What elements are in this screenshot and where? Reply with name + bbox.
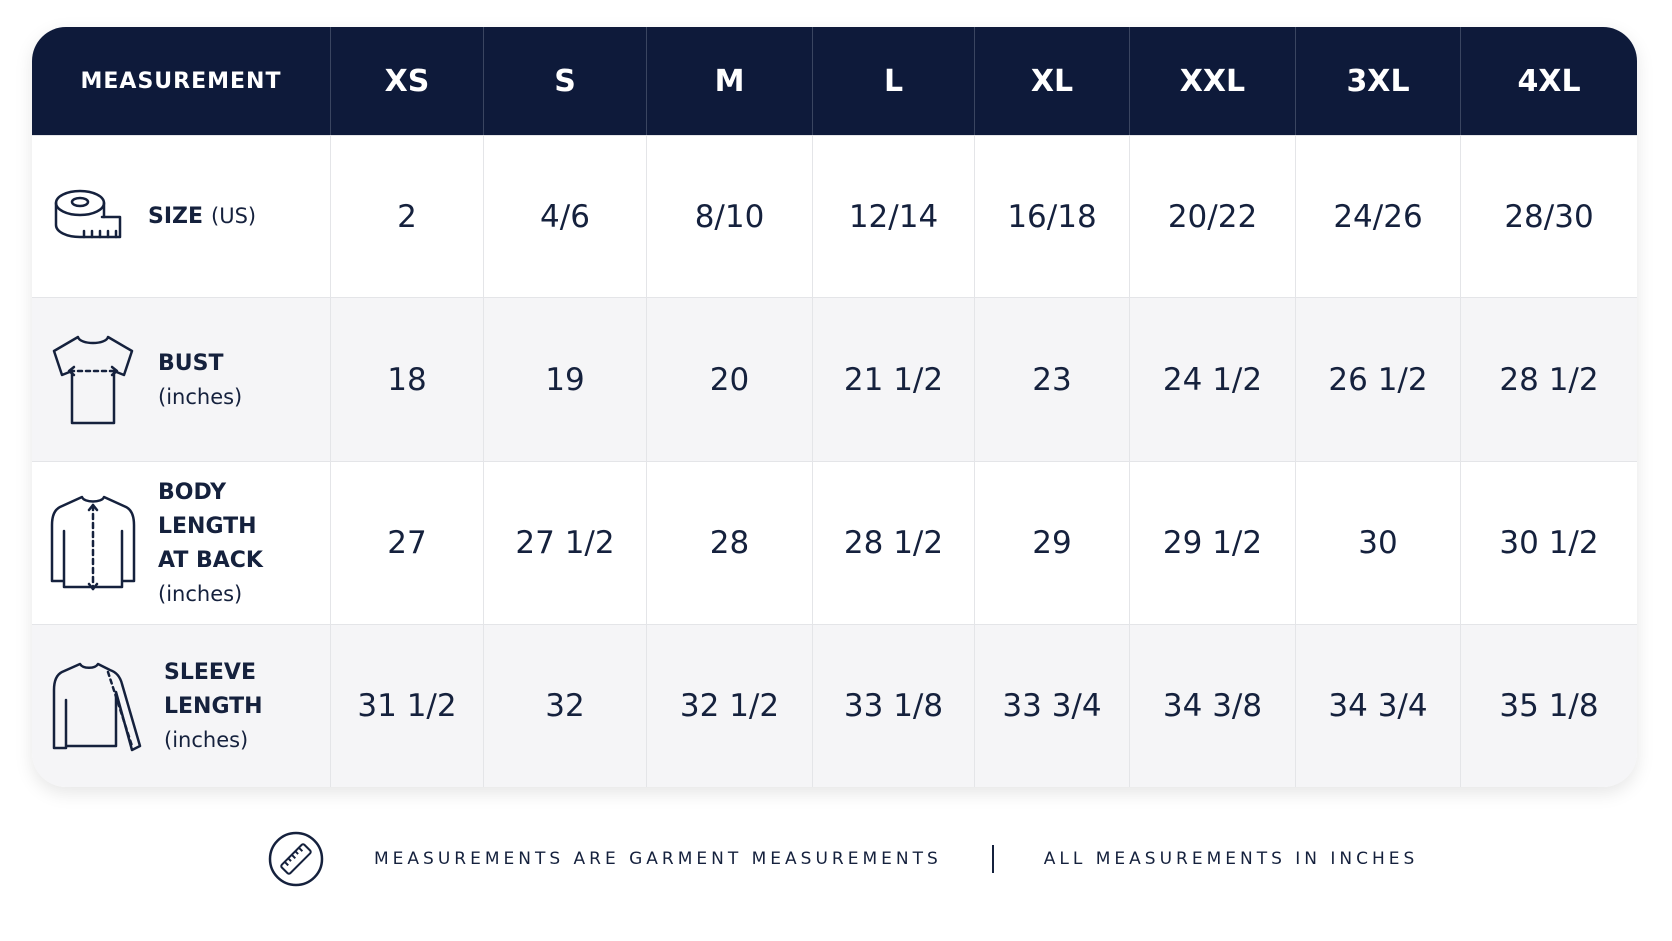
footer-note: MEASUREMENTS ARE GARMENT MEASUREMENTS (374, 849, 942, 869)
value-cell: 8/10 (646, 135, 812, 297)
value-cell: 33 3/4 (974, 624, 1129, 787)
value-cell: 24/26 (1295, 135, 1460, 297)
row-label: SLEEVE LENGTH (inches) (32, 624, 330, 787)
column-header: 3XL (1295, 27, 1460, 135)
value-cell: 27 (330, 461, 483, 624)
garment-icon (52, 335, 134, 424)
value-cell: 24 1/2 (1129, 297, 1295, 461)
value-cell: 23 (974, 297, 1129, 461)
row-label: SIZE (US) (32, 135, 330, 297)
label-unit: (inches) (158, 384, 243, 409)
label-text: SIZE (US) (148, 200, 256, 234)
value-cell: 30 (1295, 461, 1460, 624)
label-unit: (inches) (158, 582, 243, 606)
column-header: XS (330, 27, 483, 135)
value-cell: 21 1/2 (812, 297, 974, 461)
value-cell: 28 (646, 461, 812, 624)
column-header: M (646, 27, 812, 135)
value-cell: 4/6 (483, 135, 646, 297)
label-title: SLEEVE LENGTH (164, 660, 263, 719)
value-cell: 33 1/8 (812, 624, 974, 787)
value-cell: 16/18 (974, 135, 1129, 297)
value-cell: 2 (330, 135, 483, 297)
value-cell: 18 (330, 297, 483, 461)
footer-note: ALL MEASUREMENTS IN INCHES (1043, 849, 1419, 869)
label-title: SIZE (148, 203, 204, 229)
garment-icon (52, 662, 142, 752)
label-title: BUST (158, 350, 224, 376)
value-cell: 32 (483, 624, 646, 787)
label-unit: (inches) (164, 728, 249, 752)
footer: MEASUREMENTS ARE GARMENT MEASUREMENTS AL… (268, 831, 1418, 887)
label-unit: (US) (211, 203, 257, 228)
value-cell: 20/22 (1129, 135, 1295, 297)
value-cell: 35 1/8 (1460, 624, 1637, 787)
label-text: SLEEVE LENGTH (inches) (164, 656, 330, 756)
label-text: BUST (inches) (158, 347, 242, 413)
label-line: SIZE (US) (148, 200, 256, 234)
column-header: S (483, 27, 646, 135)
column-header: MEASUREMENT (32, 27, 330, 135)
garment-icon (54, 189, 122, 238)
value-cell: 20 (646, 297, 812, 461)
row-label: BUST (inches) (32, 297, 330, 461)
value-cell: 28 1/2 (1460, 297, 1637, 461)
value-cell: 29 1/2 (1129, 461, 1295, 624)
label-title: BODY LENGTH (158, 480, 257, 539)
value-cell: 32 1/2 (646, 624, 812, 787)
value-cell: 29 (974, 461, 1129, 624)
value-cell: 27 1/2 (483, 461, 646, 624)
value-cell: 12/14 (812, 135, 974, 297)
label-title: AT BACK (158, 548, 263, 573)
value-cell: 26 1/2 (1295, 297, 1460, 461)
value-cell: 34 3/4 (1295, 624, 1460, 787)
value-cell: 28 1/2 (812, 461, 974, 624)
garment-icon (50, 495, 136, 591)
size-table: MEASUREMENT XS S M L XL XXL 3XL 4XL SIZE (US) 2 4/6 8… (32, 27, 1637, 787)
ruler-icon (268, 831, 324, 887)
label-text: BODY LENGTH AT BACK (inches) (158, 476, 330, 610)
row-label: BODY LENGTH AT BACK (inches) (32, 461, 330, 624)
column-header: L (812, 27, 974, 135)
value-cell: 30 1/2 (1460, 461, 1637, 624)
separator (991, 845, 994, 873)
column-header: XL (974, 27, 1129, 135)
column-header: XXL (1129, 27, 1295, 135)
value-cell: 34 3/8 (1129, 624, 1295, 787)
value-cell: 28/30 (1460, 135, 1637, 297)
column-header: 4XL (1460, 27, 1637, 135)
value-cell: 19 (483, 297, 646, 461)
value-cell: 31 1/2 (330, 624, 483, 787)
